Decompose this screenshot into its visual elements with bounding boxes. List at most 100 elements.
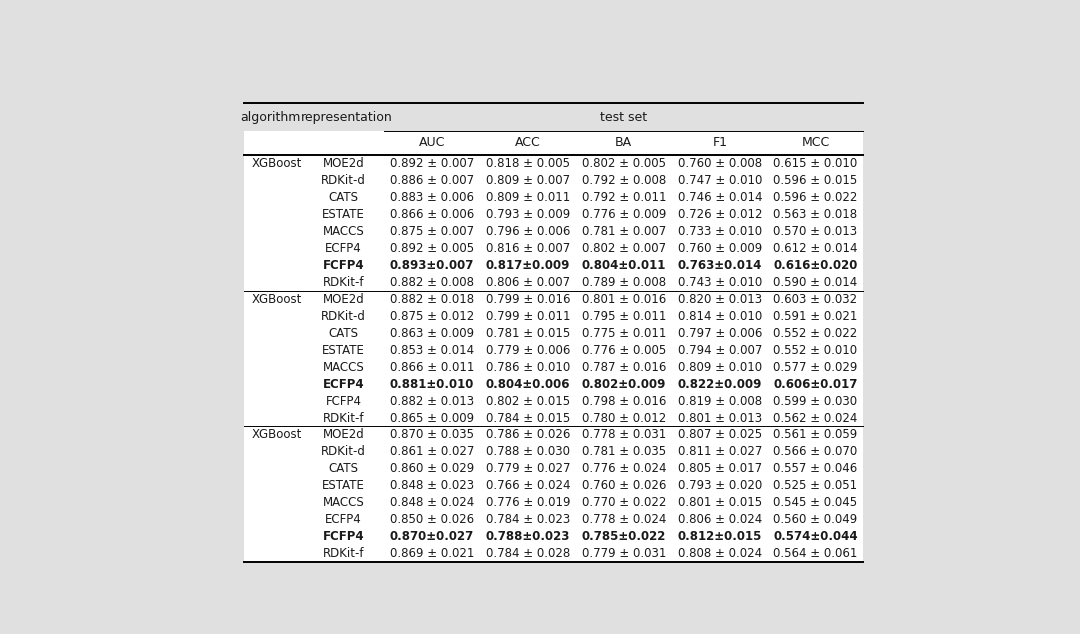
Text: BA: BA — [616, 136, 633, 150]
Text: 0.820 ± 0.013: 0.820 ± 0.013 — [678, 292, 761, 306]
Text: MACCS: MACCS — [323, 496, 364, 510]
Text: 0.869 ± 0.021: 0.869 ± 0.021 — [390, 547, 474, 560]
Text: FCFP4: FCFP4 — [323, 259, 364, 271]
Text: 0.760 ± 0.009: 0.760 ± 0.009 — [677, 242, 761, 255]
Text: XGBoost: XGBoost — [252, 157, 302, 170]
Text: 0.615 ± 0.010: 0.615 ± 0.010 — [773, 157, 858, 170]
Text: 0.781 ± 0.035: 0.781 ± 0.035 — [582, 446, 666, 458]
Text: 0.882 ± 0.013: 0.882 ± 0.013 — [390, 394, 474, 408]
Text: 0.616±0.020: 0.616±0.020 — [773, 259, 858, 271]
Text: 0.599 ± 0.030: 0.599 ± 0.030 — [773, 394, 858, 408]
Text: RDKit-d: RDKit-d — [321, 446, 366, 458]
Text: RDKit-f: RDKit-f — [323, 411, 364, 425]
Text: ECFP4: ECFP4 — [325, 514, 362, 526]
Text: 0.850 ± 0.026: 0.850 ± 0.026 — [390, 514, 474, 526]
Text: 0.796 ± 0.006: 0.796 ± 0.006 — [486, 224, 570, 238]
Text: 0.561 ± 0.059: 0.561 ± 0.059 — [773, 429, 858, 441]
Text: 0.560 ± 0.049: 0.560 ± 0.049 — [773, 514, 858, 526]
Text: MACCS: MACCS — [323, 361, 364, 373]
Text: 0.883 ± 0.006: 0.883 ± 0.006 — [390, 191, 474, 204]
Text: 0.760 ± 0.008: 0.760 ± 0.008 — [678, 157, 761, 170]
Text: CATS: CATS — [328, 327, 359, 340]
Text: 0.799 ± 0.011: 0.799 ± 0.011 — [486, 309, 570, 323]
Text: 0.882 ± 0.018: 0.882 ± 0.018 — [390, 292, 474, 306]
Text: representation: representation — [301, 110, 393, 124]
Text: 0.801 ± 0.015: 0.801 ± 0.015 — [678, 496, 761, 510]
Text: MOE2d: MOE2d — [323, 292, 364, 306]
Text: 0.733 ± 0.010: 0.733 ± 0.010 — [678, 224, 761, 238]
Text: 0.785±0.022: 0.785±0.022 — [582, 531, 666, 543]
Text: 0.788 ± 0.030: 0.788 ± 0.030 — [486, 446, 570, 458]
Text: 0.848 ± 0.024: 0.848 ± 0.024 — [390, 496, 474, 510]
Text: 0.781 ± 0.015: 0.781 ± 0.015 — [486, 327, 570, 340]
Text: 0.822±0.009: 0.822±0.009 — [677, 377, 762, 391]
Text: 0.726 ± 0.012: 0.726 ± 0.012 — [677, 208, 762, 221]
Text: 0.577 ± 0.029: 0.577 ± 0.029 — [773, 361, 858, 373]
Text: 0.603 ± 0.032: 0.603 ± 0.032 — [773, 292, 858, 306]
Text: 0.784 ± 0.015: 0.784 ± 0.015 — [486, 411, 570, 425]
Text: 0.875 ± 0.007: 0.875 ± 0.007 — [390, 224, 474, 238]
Text: ACC: ACC — [515, 136, 541, 150]
Text: 0.812±0.015: 0.812±0.015 — [677, 531, 762, 543]
Text: 0.612 ± 0.014: 0.612 ± 0.014 — [773, 242, 858, 255]
Text: 0.808 ± 0.024: 0.808 ± 0.024 — [678, 547, 761, 560]
Text: 0.779 ± 0.031: 0.779 ± 0.031 — [582, 547, 666, 560]
Text: 0.809 ± 0.010: 0.809 ± 0.010 — [678, 361, 761, 373]
Text: 0.801 ± 0.013: 0.801 ± 0.013 — [678, 411, 761, 425]
Text: 0.746 ± 0.014: 0.746 ± 0.014 — [677, 191, 762, 204]
Text: ESTATE: ESTATE — [322, 344, 365, 356]
Text: test set: test set — [599, 110, 647, 124]
Text: 0.793 ± 0.009: 0.793 ± 0.009 — [486, 208, 570, 221]
Text: 0.596 ± 0.015: 0.596 ± 0.015 — [773, 174, 858, 186]
Text: 0.870±0.027: 0.870±0.027 — [390, 531, 474, 543]
Text: RDKit-f: RDKit-f — [323, 276, 364, 288]
Text: ESTATE: ESTATE — [322, 208, 365, 221]
Text: 0.801 ± 0.016: 0.801 ± 0.016 — [582, 292, 666, 306]
Text: 0.811 ± 0.027: 0.811 ± 0.027 — [677, 446, 762, 458]
Text: 0.770 ± 0.022: 0.770 ± 0.022 — [582, 496, 666, 510]
Text: 0.802 ± 0.005: 0.802 ± 0.005 — [582, 157, 665, 170]
Text: 0.574±0.044: 0.574±0.044 — [773, 531, 858, 543]
Text: RDKit-d: RDKit-d — [321, 174, 366, 186]
Text: CATS: CATS — [328, 462, 359, 476]
Text: 0.804±0.006: 0.804±0.006 — [486, 377, 570, 391]
Text: 0.797 ± 0.006: 0.797 ± 0.006 — [677, 327, 762, 340]
Text: 0.875 ± 0.012: 0.875 ± 0.012 — [390, 309, 474, 323]
Text: 0.776 ± 0.019: 0.776 ± 0.019 — [486, 496, 570, 510]
Text: 0.786 ± 0.026: 0.786 ± 0.026 — [486, 429, 570, 441]
Text: 0.861 ± 0.027: 0.861 ± 0.027 — [390, 446, 474, 458]
Text: 0.779 ± 0.006: 0.779 ± 0.006 — [486, 344, 570, 356]
Text: 0.866 ± 0.006: 0.866 ± 0.006 — [390, 208, 474, 221]
Text: FCFP4: FCFP4 — [323, 531, 364, 543]
Text: 0.806 ± 0.024: 0.806 ± 0.024 — [677, 514, 761, 526]
Text: 0.784 ± 0.023: 0.784 ± 0.023 — [486, 514, 570, 526]
Text: 0.566 ± 0.070: 0.566 ± 0.070 — [773, 446, 858, 458]
Text: 0.776 ± 0.005: 0.776 ± 0.005 — [582, 344, 666, 356]
Text: 0.525 ± 0.051: 0.525 ± 0.051 — [773, 479, 858, 493]
Text: 0.802 ± 0.007: 0.802 ± 0.007 — [582, 242, 666, 255]
Text: 0.866 ± 0.011: 0.866 ± 0.011 — [390, 361, 474, 373]
Text: 0.807 ± 0.025: 0.807 ± 0.025 — [678, 429, 761, 441]
Text: 0.778 ± 0.031: 0.778 ± 0.031 — [582, 429, 666, 441]
Text: 0.562 ± 0.024: 0.562 ± 0.024 — [773, 411, 858, 425]
Text: 0.799 ± 0.016: 0.799 ± 0.016 — [486, 292, 570, 306]
Text: XGBoost: XGBoost — [252, 429, 302, 441]
Text: 0.788±0.023: 0.788±0.023 — [486, 531, 570, 543]
Text: MCC: MCC — [801, 136, 829, 150]
Text: 0.792 ± 0.011: 0.792 ± 0.011 — [581, 191, 666, 204]
Text: 0.816 ± 0.007: 0.816 ± 0.007 — [486, 242, 570, 255]
Text: 0.564 ± 0.061: 0.564 ± 0.061 — [773, 547, 858, 560]
Text: 0.792 ± 0.008: 0.792 ± 0.008 — [582, 174, 666, 186]
Text: XGBoost: XGBoost — [252, 292, 302, 306]
Text: F1: F1 — [713, 136, 727, 150]
Text: 0.860 ± 0.029: 0.860 ± 0.029 — [390, 462, 474, 476]
Text: 0.570 ± 0.013: 0.570 ± 0.013 — [773, 224, 858, 238]
Text: 0.606±0.017: 0.606±0.017 — [773, 377, 858, 391]
Text: 0.787 ± 0.016: 0.787 ± 0.016 — [582, 361, 666, 373]
Text: 0.809 ± 0.007: 0.809 ± 0.007 — [486, 174, 570, 186]
Text: 0.802±0.009: 0.802±0.009 — [582, 377, 666, 391]
Text: 0.596 ± 0.022: 0.596 ± 0.022 — [773, 191, 858, 204]
Text: 0.760 ± 0.026: 0.760 ± 0.026 — [582, 479, 666, 493]
Text: 0.805 ± 0.017: 0.805 ± 0.017 — [678, 462, 761, 476]
Text: 0.552 ± 0.010: 0.552 ± 0.010 — [773, 344, 858, 356]
